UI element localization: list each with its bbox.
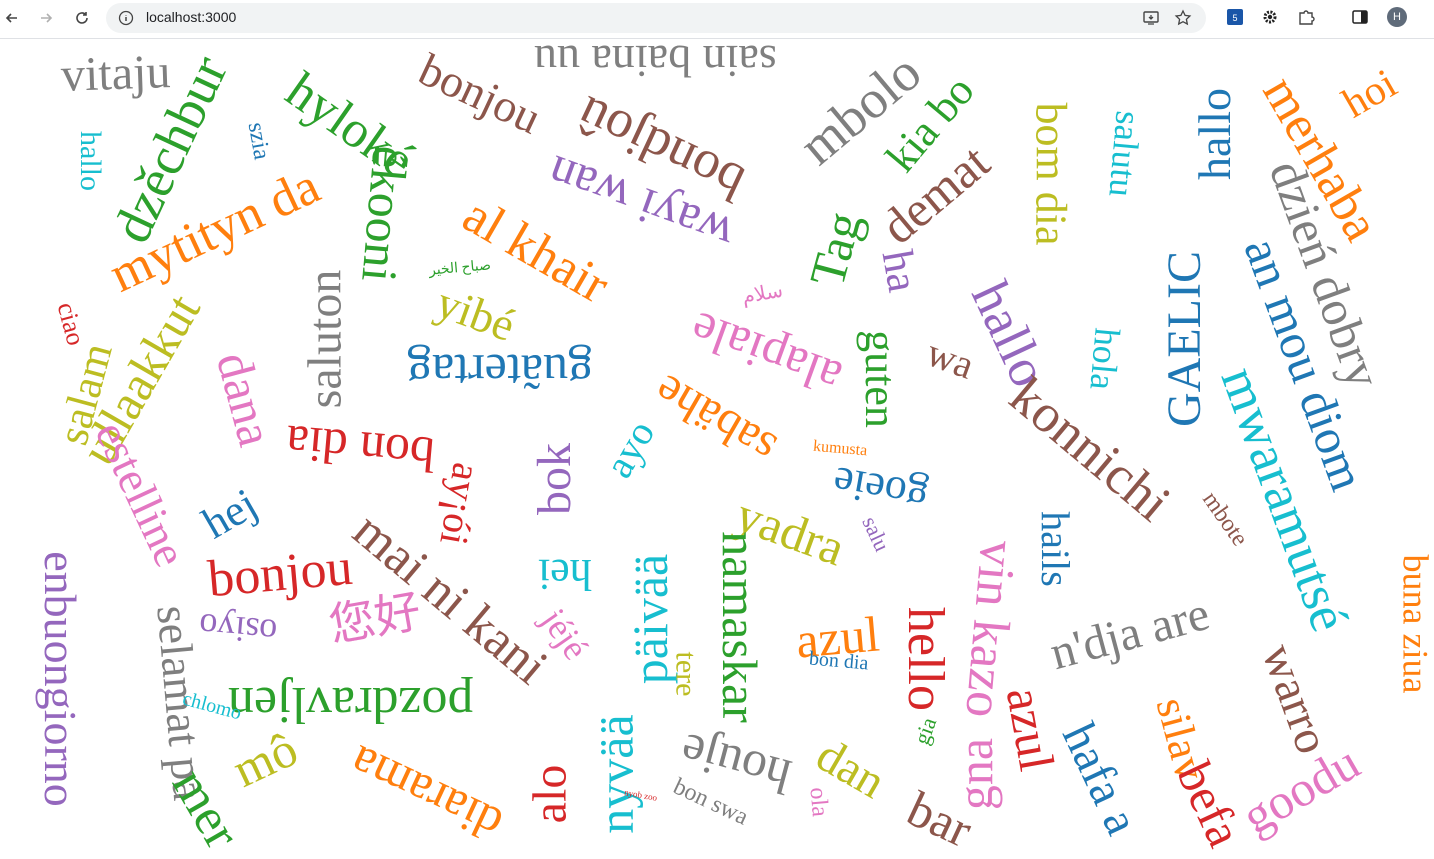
extension-translate-icon[interactable]: 5 [1225,7,1245,27]
cloud-word: hei [538,550,592,599]
cloud-word: bon dia [283,414,437,484]
cloud-word: konnichi [998,365,1182,533]
cloud-word: hafa a [1051,715,1149,843]
cloud-word: yibé [429,276,522,352]
extension-gear-icon[interactable] [1260,7,1280,27]
cloud-word: kumusta [812,437,868,460]
cloud-word: GAELIC [1157,251,1211,427]
cloud-word: mô [224,720,306,798]
cloud-word: ola [803,786,833,818]
cloud-word: bon dia [807,647,869,675]
cloud-word: buna ziua [1394,554,1434,694]
cloud-word: guãtertag [407,344,594,400]
cloud-word: bonjou [411,43,549,144]
cloud-word: hello [896,607,954,711]
install-app-icon[interactable] [1142,9,1160,27]
cloud-word: ékooni [351,143,419,285]
extensions-puzzle-icon[interactable] [1296,7,1316,27]
cloud-word: bok [528,443,581,515]
cloud-word: صباح الخير [428,258,492,279]
cloud-word: tere [668,651,702,697]
cloud-word: Tag [798,205,872,293]
browser-toolbar: localhost:3000 5 H [0,0,1434,39]
cloud-word: mbote [1197,486,1253,552]
cloud-word: n'dja are [1044,586,1215,681]
profile-avatar[interactable]: H [1387,7,1407,27]
cloud-word: pozdravljen [227,676,473,733]
bookmark-star-icon[interactable] [1174,9,1192,27]
cloud-word: alo [522,764,576,824]
cloud-word: hallo [1188,88,1240,180]
cloud-word: bom dia [1025,102,1075,246]
cloud-word: azul [995,683,1065,775]
address-bar[interactable]: localhost:3000 [106,3,1206,33]
cloud-word: hej [194,478,266,549]
cloud-word: saluton [297,269,351,409]
cloud-word: guten [855,330,905,428]
cloud-word: sain baina uu [533,39,777,87]
cloud-word: goeie [828,457,932,522]
cloud-word: سلام [739,279,785,309]
word-cloud: vitaju hallo dzěchbur szia hyloké bonjou sain … [0,39,1434,859]
cloud-word: szia [242,120,275,162]
cloud-word: hoi [1335,60,1405,128]
cloud-word: namaskar [711,531,768,723]
cloud-word: diarama [340,734,510,854]
cloud-word: päivää [622,553,679,685]
cloud-word: ha [872,246,928,296]
svg-text:5: 5 [1232,13,1237,23]
cloud-word: enbuongiorno [34,551,86,807]
cloud-word: ayo [595,412,664,486]
url-text[interactable]: localhost:3000 [146,9,237,25]
cloud-word: dana [205,346,285,452]
cloud-word: ay¡ói [431,459,490,549]
cloud-word: salutu [1101,109,1149,199]
reload-icon[interactable] [70,6,94,30]
cloud-word: bonjou [205,538,355,609]
forward-arrow-icon[interactable] [34,6,58,30]
cloud-word: gia [908,713,941,748]
cloud-word: vitaju [59,45,171,102]
cloud-word: hola [1082,326,1128,392]
side-panel-icon[interactable] [1350,7,1370,27]
cloud-word: salu [856,512,895,556]
cloud-word: wa [920,329,980,388]
cloud-word: osiyo [197,605,279,653]
cloud-word: 您好 [325,585,425,652]
cloud-word: nyvää [587,714,644,834]
cloud-word: hails [1032,511,1078,587]
site-info-icon[interactable] [118,10,134,26]
back-arrow-icon[interactable] [0,6,24,30]
cloud-word: estelline [85,413,197,575]
cloud-word: hallo [74,131,107,191]
